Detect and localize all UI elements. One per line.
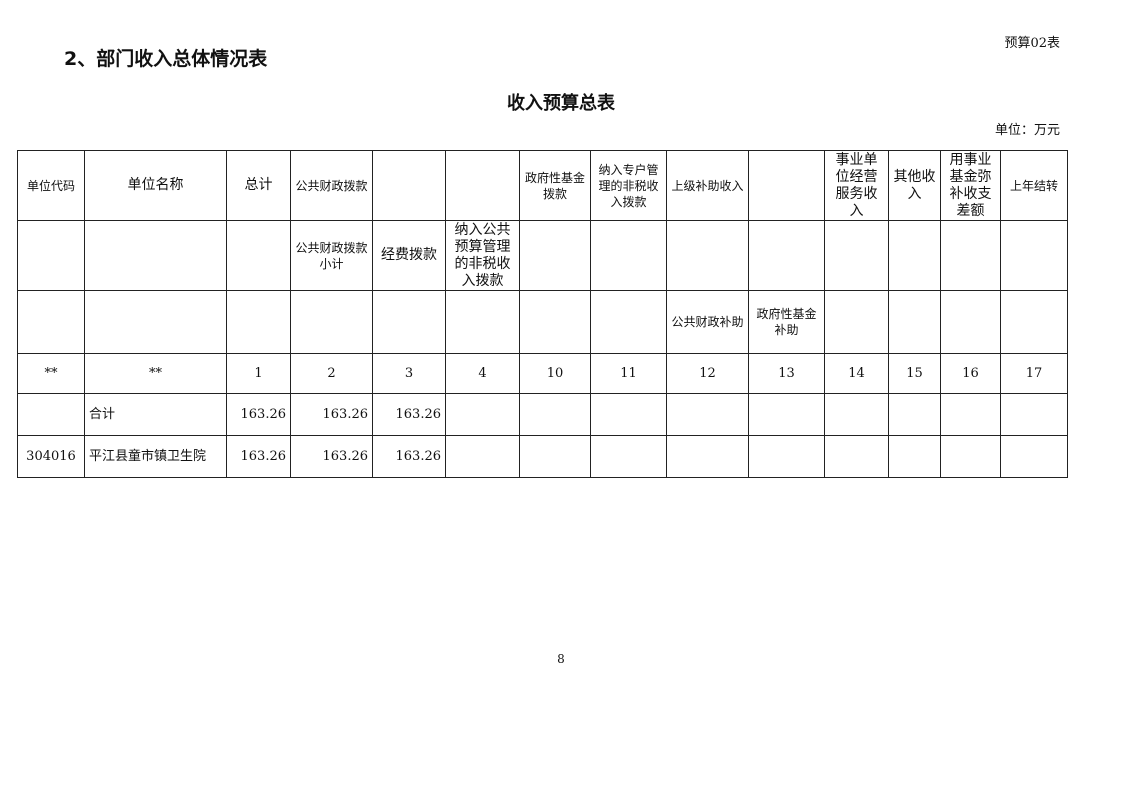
index-row-cell: 2 <box>290 353 373 394</box>
table-cell <box>748 435 825 478</box>
table-cell <box>940 435 1001 478</box>
table-cell <box>445 393 520 436</box>
header-row-cell: 用事业基金弥补收支差额 <box>940 150 1001 221</box>
header-row-cell <box>748 150 825 221</box>
table-cell <box>940 393 1001 436</box>
header-row: 公共财政补助 政府性基金补助 <box>17 290 1068 354</box>
table-cell <box>519 393 591 436</box>
table-cell <box>519 435 591 478</box>
header-row-cell <box>372 290 446 354</box>
index-row: ** ** 1 2 3 4 10 11 12 13 14 15 16 17 <box>17 353 1068 394</box>
header-row: 单位代码 单位名称 总计 公共财政拨款 政府性基金拨款 纳入专户管理的非税收入拨款 上级补助… <box>17 150 1068 221</box>
unit-label: 单位：万元 <box>994 123 1060 138</box>
header-row-cell: 单位代码 <box>17 150 85 221</box>
header-row-cell <box>748 220 825 291</box>
table-cell <box>824 393 889 436</box>
header-row-cell <box>519 290 591 354</box>
header-row: 公共财政拨款小计 经费拨款 纳入公共预算管理的非税收入拨款 <box>17 220 1068 291</box>
header-row-cell: 公共财政补助 <box>666 290 749 354</box>
header-row-cell <box>226 290 291 354</box>
header-row-cell <box>290 290 373 354</box>
index-row-cell: 4 <box>445 353 520 394</box>
table-cell <box>590 393 667 436</box>
table-row: 304016 平江县童市镇卫生院 163.26 163.26 163.26 <box>17 435 1068 478</box>
table-cell <box>1000 393 1068 436</box>
header-row-cell: 其他收入 <box>888 150 941 221</box>
header-row-cell: 公共财政拨款小计 <box>290 220 373 291</box>
header-row-cell <box>1000 220 1068 291</box>
index-row-cell: ** <box>17 353 85 394</box>
header-row-cell <box>940 220 1001 291</box>
index-row-cell: 17 <box>1000 353 1068 394</box>
header-row-cell <box>666 220 749 291</box>
header-row-cell: 单位名称 <box>84 150 227 221</box>
header-row-cell: 纳入专户管理的非税收入拨款 <box>590 150 667 221</box>
header-row-cell: 上级补助收入 <box>666 150 749 221</box>
table-cell <box>445 435 520 478</box>
table-cell <box>17 393 85 436</box>
header-row-cell <box>226 220 291 291</box>
table-title: 收入预算总表 <box>507 93 615 114</box>
table-cell: 163.26 <box>226 393 291 436</box>
table-cell <box>666 393 749 436</box>
table-cell: 平江县童市镇卫生院 <box>84 435 227 478</box>
index-row-cell: 3 <box>372 353 446 394</box>
table-cell: 163.26 <box>372 435 446 478</box>
header-row-cell: 政府性基金拨款 <box>519 150 591 221</box>
page-number: 8 <box>557 652 565 666</box>
index-row-cell: 15 <box>888 353 941 394</box>
table-cell: 163.26 <box>290 393 373 436</box>
form-number: 预算02表 <box>1004 36 1060 51</box>
header-row-cell <box>1000 290 1068 354</box>
table-cell <box>590 435 667 478</box>
table-cell: 163.26 <box>372 393 446 436</box>
table-cell <box>666 435 749 478</box>
index-row-cell: 13 <box>748 353 825 394</box>
header-row-cell: 政府性基金补助 <box>748 290 825 354</box>
table-cell <box>1000 435 1068 478</box>
income-budget-table: 单位代码 单位名称 总计 公共财政拨款 政府性基金拨款 纳入专户管理的非税收入拨款 上级补助… <box>17 150 1068 478</box>
header-row-cell <box>17 290 85 354</box>
index-row-cell: 12 <box>666 353 749 394</box>
index-row-cell: 1 <box>226 353 291 394</box>
header-row-cell <box>17 220 85 291</box>
index-row-cell: 14 <box>824 353 889 394</box>
header-row-cell: 经费拨款 <box>372 220 446 291</box>
table-cell <box>748 393 825 436</box>
index-row-cell: 11 <box>590 353 667 394</box>
table-cell: 163.26 <box>226 435 291 478</box>
header-row-cell: 公共财政拨款 <box>290 150 373 221</box>
header-row-cell <box>824 290 889 354</box>
header-row-cell: 事业单位经营服务收入 <box>824 150 889 221</box>
header-row-cell <box>84 220 227 291</box>
index-row-cell: 10 <box>519 353 591 394</box>
header-row-cell <box>888 220 941 291</box>
table-row: 合计 163.26 163.26 163.26 <box>17 393 1068 436</box>
index-row-cell: ** <box>84 353 227 394</box>
header-row-cell <box>590 220 667 291</box>
table-cell <box>824 435 889 478</box>
header-row-cell: 上年结转 <box>1000 150 1068 221</box>
table-cell <box>888 393 941 436</box>
header-row-cell <box>445 150 520 221</box>
section-title: 2、部门收入总体情况表 <box>64 48 268 70</box>
header-row-cell <box>940 290 1001 354</box>
header-row-cell <box>824 220 889 291</box>
header-row-cell: 总计 <box>226 150 291 221</box>
index-row-cell: 16 <box>940 353 1001 394</box>
header-row-cell <box>84 290 227 354</box>
header-row-cell <box>372 150 446 221</box>
table-cell: 合计 <box>84 393 227 436</box>
header-row-cell <box>445 290 520 354</box>
header-row-cell: 纳入公共预算管理的非税收入拨款 <box>445 220 520 291</box>
header-row-cell <box>590 290 667 354</box>
table-cell <box>888 435 941 478</box>
header-row-cell <box>519 220 591 291</box>
header-row-cell <box>888 290 941 354</box>
table-cell: 304016 <box>17 435 85 478</box>
table-cell: 163.26 <box>290 435 373 478</box>
